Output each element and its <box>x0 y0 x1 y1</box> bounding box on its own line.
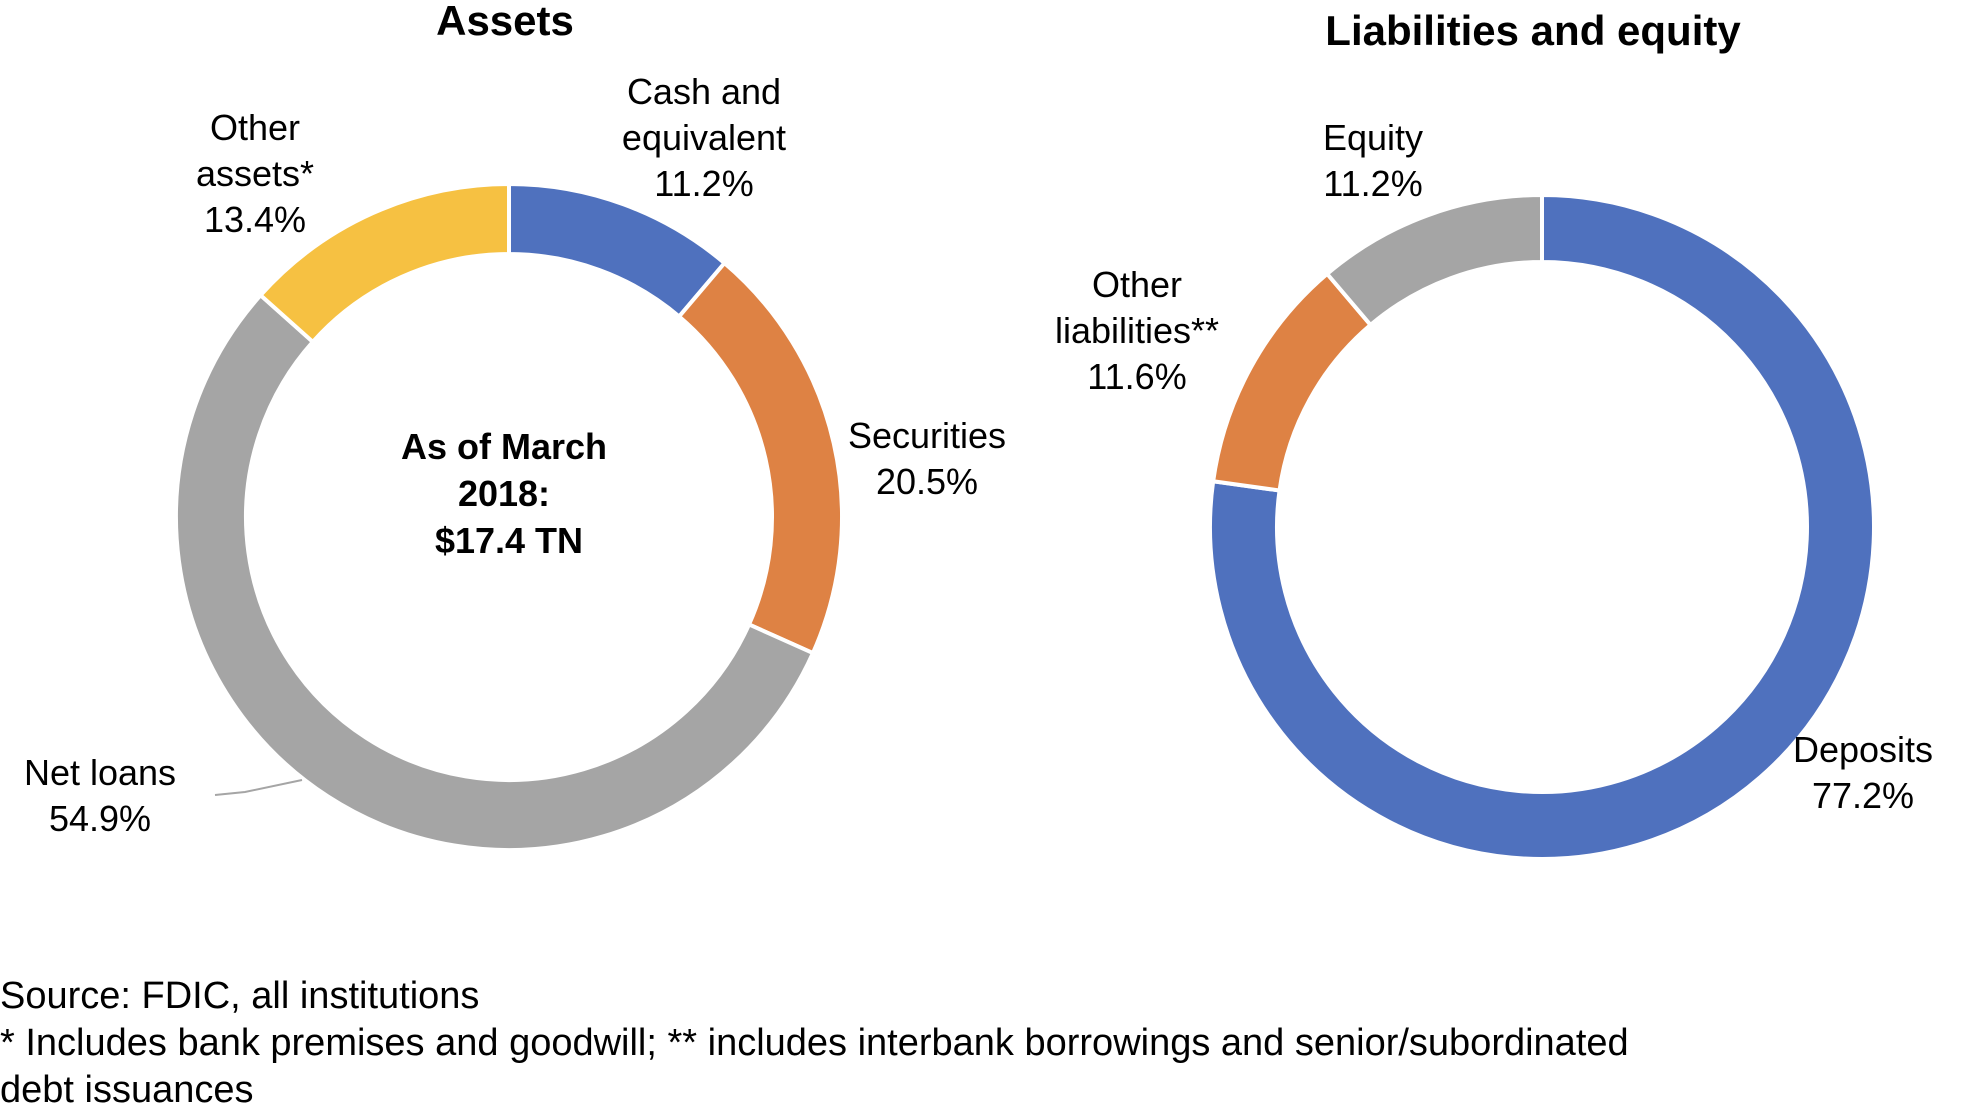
liabilities-chart-title: Liabilities and equity <box>1325 7 1741 54</box>
assets-chart-title: Assets <box>436 0 574 44</box>
donut-slice-other-assets <box>257 181 511 345</box>
net-loans-leader-line <box>214 779 303 796</box>
donut-slice-other-liabilities <box>1210 271 1374 493</box>
footnote-line-1: * Includes bank premises and goodwill; *… <box>0 1022 1629 1064</box>
slice-label: Deposits 77.2% <box>1793 729 1933 816</box>
liabilities-slices <box>1208 192 1876 861</box>
slice-label: Other liabilities** 11.6% <box>1055 264 1219 397</box>
assets-donut-chart: Assets Cash and equivalent 11.2% Securities… <box>24 0 1006 852</box>
slice-label: Securities 20.5% <box>848 415 1006 502</box>
slice-label: Other assets* 13.4% <box>196 107 314 240</box>
assets-labels: Cash and equivalent 11.2% Securities 20.5% Ne… <box>24 71 1006 839</box>
donut-slice-net-loans <box>174 292 816 852</box>
footnote-line-2: debt issuances <box>0 1069 254 1111</box>
donut-slice-deposits <box>1208 192 1876 861</box>
slice-label: Net loans 54.9% <box>24 752 176 839</box>
slice-label: Cash and equivalent 11.2% <box>622 71 786 204</box>
donut-slice-equity <box>1324 192 1544 328</box>
source-note: Source: FDIC, all institutions <box>0 975 480 1017</box>
assets-slices <box>174 181 844 852</box>
liabilities-labels: Deposits 77.2% Other liabilities** 11.6% Equi… <box>1055 117 1933 816</box>
slice-label: Equity 11.2% <box>1323 117 1423 204</box>
donut-slice-securities <box>676 260 844 656</box>
liabilities-equity-donut-chart: Liabilities and equity Deposits 77.2% Othe… <box>1055 7 1933 861</box>
assets-center-label: As of March 2018: $17.4 TN <box>401 426 617 561</box>
